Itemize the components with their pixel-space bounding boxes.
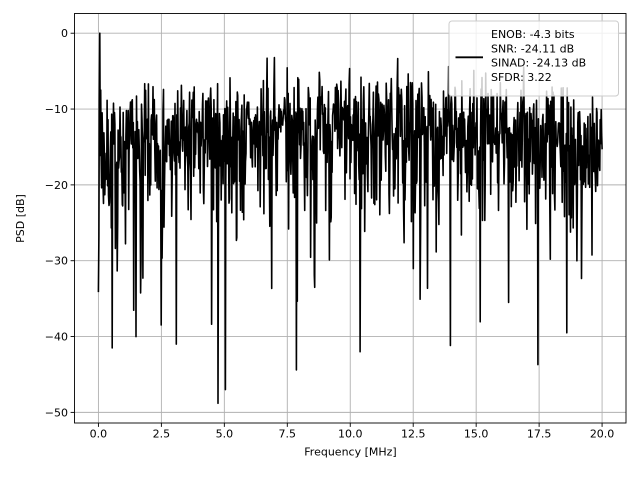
y-tick-label: −30 [45,255,68,268]
x-tick-label: 2.5 [153,428,171,441]
psd-trace [97,32,603,405]
legend-entry-sinad: SINAD: -24.13 dB [491,57,586,70]
x-tick-label: 5.0 [216,428,234,441]
legend-entry-sfdr: SFDR: 3.22 [491,71,552,84]
x-tick-label: 20.0 [590,428,615,441]
legend-entry-snr: SNR: -24.11 dB [491,42,574,55]
legend-box [448,20,619,97]
x-tick-label: 15.0 [464,428,489,441]
legend: ENOB: -4.3 bits SNR: -24.11 dB SINAD: -2… [448,20,619,97]
x-tick-label: 10.0 [338,428,363,441]
y-tick-label: −20 [45,179,68,192]
x-tick-label: 7.5 [279,428,297,441]
y-axis-label: PSD [dB] [14,194,27,243]
y-tick-label: 0 [61,27,68,40]
y-tick-label: −10 [45,103,68,116]
x-tick-label: 12.5 [401,428,426,441]
x-tick-label: 0.0 [90,428,108,441]
x-axis-label: Frequency [MHz] [304,446,396,459]
tick-layer: 0.0 2.5 5.0 7.5 10.0 12.5 15.0 17.5 20.0 0 −10 −20 −… [45,27,615,440]
data-layer [97,32,603,405]
y-tick-label: −50 [45,406,68,419]
legend-entry-enob: ENOB: -4.3 bits [491,28,575,41]
x-tick-label: 17.5 [527,428,552,441]
y-tick-label: −40 [45,331,68,344]
